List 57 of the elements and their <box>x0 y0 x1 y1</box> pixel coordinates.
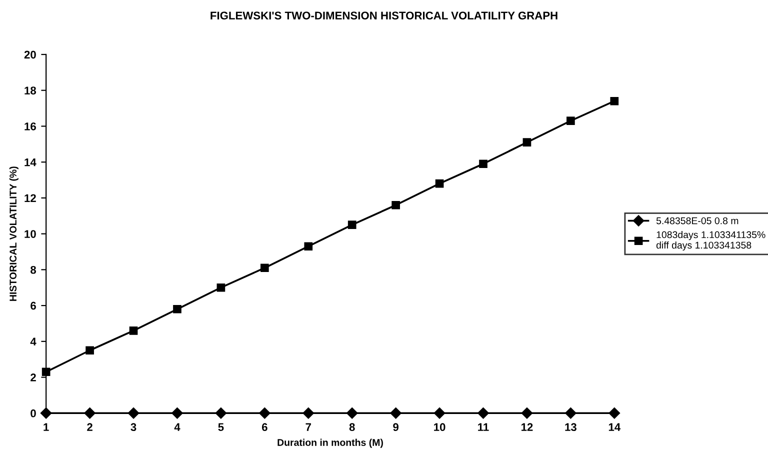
point <box>346 408 358 419</box>
x-tick-label: 10 <box>434 423 446 432</box>
point <box>302 408 314 419</box>
y-tick-label: 18 <box>24 86 36 94</box>
point <box>434 408 446 419</box>
legend-label: 5.48358E-05 0.8 m <box>656 217 738 224</box>
x-tick-label: 3 <box>130 423 136 432</box>
y-tick-label: 0 <box>30 409 36 418</box>
point <box>260 264 269 272</box>
x-tick-label: 7 <box>306 423 311 431</box>
y-axis-title: HISTORICAL VOLATILITY (%) <box>9 166 18 301</box>
point <box>435 179 444 188</box>
y-tick-label: 8 <box>30 266 36 274</box>
point <box>565 408 576 419</box>
x-tick-label: 4 <box>174 423 180 431</box>
point <box>173 304 182 314</box>
point <box>128 408 140 419</box>
point <box>84 408 96 419</box>
point <box>40 408 52 419</box>
point <box>390 408 402 419</box>
point <box>86 346 94 355</box>
point <box>259 408 270 419</box>
point <box>608 408 620 419</box>
point <box>172 408 183 419</box>
point <box>304 242 313 251</box>
point <box>392 200 400 210</box>
chart-title: FIGLEWSKI'S TWO-DIMENSION HISTORICAL VOLATILITY GRAPH <box>210 12 558 20</box>
point <box>610 96 619 106</box>
point <box>129 326 138 335</box>
x-axis-title: Duration in months (M) <box>278 438 383 448</box>
x-tick-label: 11 <box>478 423 489 431</box>
y-tick-label: 12 <box>24 194 36 202</box>
point <box>479 160 488 168</box>
point <box>215 408 227 419</box>
x-tick-label: 8 <box>349 423 355 432</box>
y-tick-label: 2 <box>30 374 36 382</box>
x-tick-label: 12 <box>521 423 533 431</box>
point <box>566 116 575 125</box>
point <box>521 408 533 419</box>
point <box>522 138 532 147</box>
x-tick-label: 6 <box>262 423 268 432</box>
y-tick-label: 20 <box>24 50 36 59</box>
legend-label: 1083days 1.103341135% diff days 1.103341358 <box>656 231 766 251</box>
point <box>348 220 356 230</box>
point <box>478 408 489 419</box>
y-tick-label: 4 <box>30 338 36 346</box>
x-tick-label: 5 <box>218 423 224 432</box>
x-tick-label: 14 <box>608 423 621 431</box>
y-tick-label: 16 <box>24 122 36 130</box>
x-tick-label: 9 <box>393 423 398 432</box>
point <box>216 283 226 292</box>
y-tick-label: 6 <box>30 302 36 310</box>
x-tick-label: 1 <box>44 423 49 431</box>
x-tick-label: 2 <box>87 423 92 431</box>
x-tick-label: 13 <box>565 423 576 432</box>
y-tick-label: 14 <box>24 158 36 166</box>
y-tick-label: 10 <box>24 230 36 238</box>
